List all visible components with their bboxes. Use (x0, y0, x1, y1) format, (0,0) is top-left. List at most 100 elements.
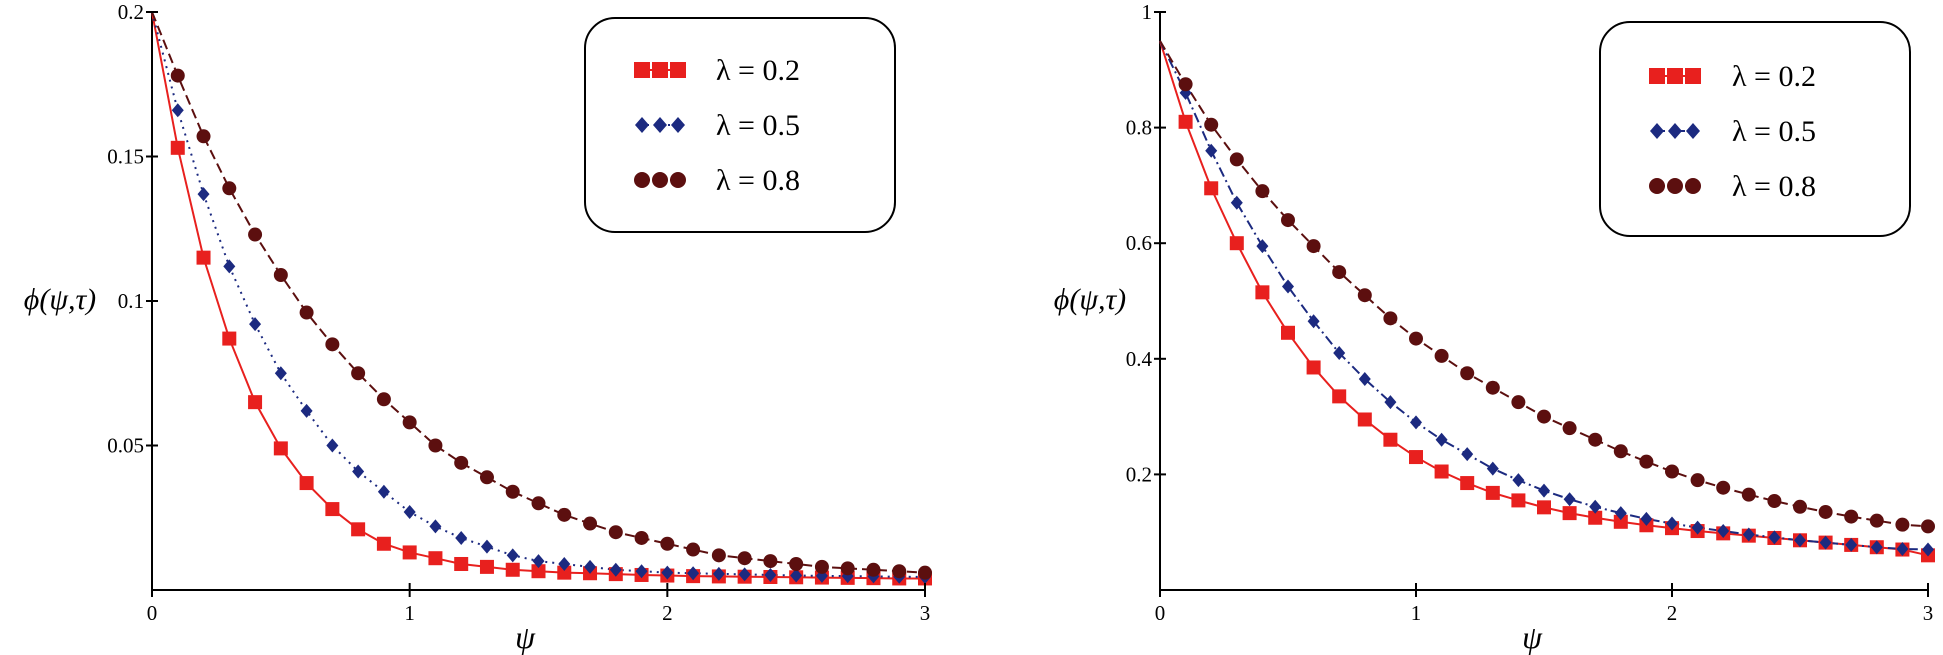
data-point-1 (738, 567, 751, 582)
data-point-0 (557, 565, 572, 580)
legend-key-marker (652, 62, 668, 78)
data-point-1 (712, 566, 725, 581)
legend-key-marker (634, 62, 650, 78)
data-point-2 (273, 267, 288, 282)
legend-label-1: λ = 0.5 (716, 109, 800, 142)
data-point-1 (1896, 541, 1909, 556)
data-point-0 (1511, 493, 1526, 508)
x-tick-label: 1 (404, 601, 415, 625)
data-point-1 (171, 103, 184, 118)
data-point-1 (1819, 535, 1832, 550)
legend-key-marker (670, 62, 686, 78)
legend-key-marker (1649, 178, 1665, 194)
data-point-2 (1741, 487, 1756, 502)
x-tick-label: 2 (1667, 601, 1678, 625)
data-point-0 (1306, 360, 1321, 375)
data-point-1 (223, 259, 236, 274)
legend-key-marker (1686, 123, 1700, 139)
data-point-2 (1511, 395, 1526, 410)
data-point-1 (300, 403, 313, 418)
legend-key-marker (1685, 178, 1701, 194)
data-point-1 (1384, 395, 1397, 410)
data-point-2 (1869, 513, 1884, 528)
data-point-2 (1204, 117, 1219, 132)
data-point-2 (866, 562, 881, 577)
y-tick-label: 0.6 (1126, 231, 1152, 255)
data-point-1 (274, 366, 287, 381)
data-point-1 (1256, 239, 1269, 254)
data-point-2 (1434, 348, 1449, 363)
data-point-0 (1229, 236, 1244, 251)
legend: λ = 0.2 λ = 0.5 λ = 0.8 (584, 17, 896, 233)
data-point-0 (1485, 485, 1500, 500)
data-point-0 (170, 140, 185, 155)
data-point-2 (686, 542, 701, 557)
data-point-0 (196, 250, 211, 265)
data-point-2 (1613, 444, 1628, 459)
legend-key-marker (1650, 123, 1664, 139)
data-point-2 (789, 556, 804, 571)
data-point-0 (1204, 181, 1219, 196)
y-tick-label: 0.05 (107, 434, 144, 458)
x-axis-label: ψ (1522, 619, 1543, 655)
legend-key-marker (634, 172, 650, 188)
data-point-2 (1562, 421, 1577, 436)
data-point-1 (1845, 537, 1858, 552)
data-point-2 (814, 559, 829, 574)
data-point-1 (1691, 520, 1704, 535)
data-point-0 (376, 536, 391, 551)
data-point-2 (608, 525, 623, 540)
legend-label-2: λ = 0.8 (716, 164, 800, 197)
data-point-2 (505, 484, 520, 499)
data-point-1 (1538, 483, 1550, 498)
data-point-2 (1793, 499, 1807, 514)
data-point-1 (506, 548, 519, 563)
chart-left: ϕ(ψ,τ) ψ 0 1 2 3 0.05 0.1 0.15 0.2 λ = 0.2 λ = … (24, 0, 932, 655)
legend-key-marker (1649, 68, 1665, 84)
data-point-2 (711, 548, 726, 563)
data-point-2 (428, 438, 443, 453)
x-tick-label: 0 (1155, 601, 1166, 625)
y-tick-label: 0.2 (1126, 462, 1152, 486)
data-point-2 (1639, 454, 1654, 469)
data-point-2 (1537, 409, 1551, 424)
data-point-1 (558, 556, 571, 571)
y-tick-label: 0.15 (107, 145, 144, 169)
data-point-0 (1613, 514, 1628, 529)
data-point-0 (1178, 114, 1193, 129)
legend: λ = 0.2 λ = 0.5 λ = 0.8 (1599, 21, 1911, 237)
data-point-1 (1563, 492, 1576, 507)
data-point-1 (532, 554, 545, 569)
data-point-1 (197, 187, 210, 202)
legend-label-0: λ = 0.2 (716, 54, 800, 87)
data-point-2 (248, 227, 263, 242)
legend-key-marker (1685, 68, 1701, 84)
x-tick-label: 3 (920, 601, 931, 625)
data-point-0 (428, 551, 443, 566)
data-point-1 (1461, 447, 1474, 462)
data-point-2 (1229, 152, 1244, 167)
data-point-2 (892, 564, 907, 579)
data-point-2 (1485, 380, 1500, 395)
data-point-0 (1434, 464, 1449, 479)
data-point-2 (1844, 509, 1859, 524)
data-point-1 (326, 438, 339, 453)
data-point-2 (1255, 184, 1270, 199)
data-point-1 (1410, 415, 1422, 430)
data-point-2 (1281, 213, 1295, 228)
data-point-1 (455, 530, 468, 545)
data-point-1 (764, 567, 777, 582)
legend-key-marker (1667, 68, 1683, 84)
data-point-1 (1666, 516, 1678, 531)
data-point-2 (170, 68, 185, 83)
data-point-1 (635, 564, 648, 579)
data-point-0 (1537, 500, 1551, 515)
data-point-0 (299, 476, 314, 491)
legend-label-1: λ = 0.5 (1732, 115, 1816, 148)
x-axis-label: ψ (515, 619, 536, 655)
data-point-1 (584, 559, 597, 574)
data-point-2 (1921, 519, 1935, 534)
data-point-2 (918, 565, 932, 580)
data-point-2 (1383, 311, 1398, 326)
